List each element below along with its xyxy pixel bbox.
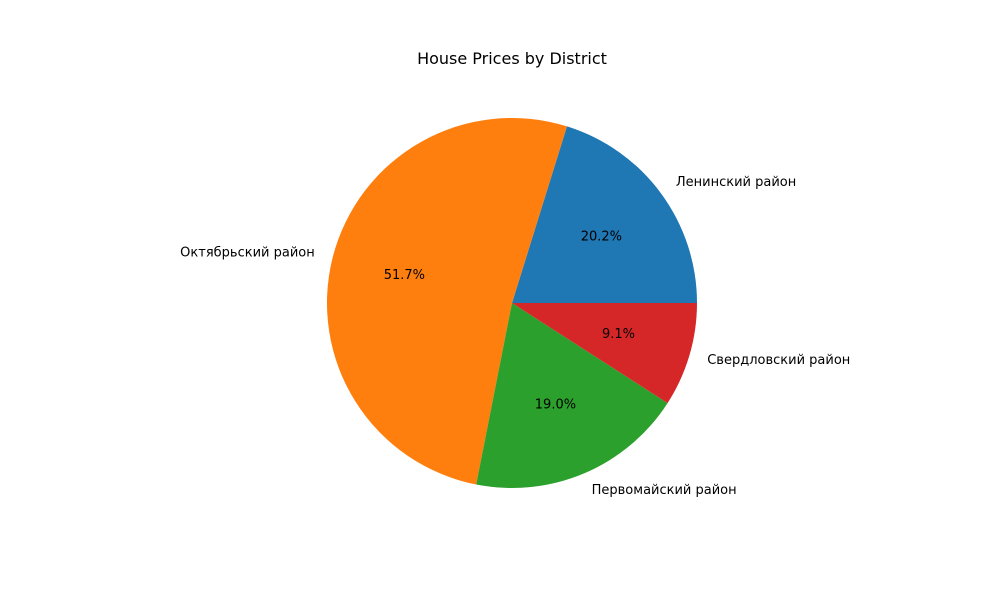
pct-label-2: 51.7% <box>384 268 425 283</box>
slice-2 <box>326 117 567 485</box>
chart-title: House Prices by District <box>417 49 607 68</box>
pct-label-3: 19.0% <box>535 398 576 413</box>
slice-4 <box>512 303 697 404</box>
pie-slices <box>326 117 697 488</box>
slice-1 <box>512 126 697 303</box>
category-label-1: Ленинский район <box>676 175 796 190</box>
category-label-2: Октябрьский район <box>180 246 315 261</box>
category-label-3: Первомайский район <box>592 483 737 498</box>
pct-label-1: 20.2% <box>581 230 622 245</box>
slice-3 <box>476 303 668 488</box>
pie-labels: 20.2% Ленинский район 51.7% Октябрьский рай… <box>180 175 850 498</box>
category-label-4: Свердловский район <box>707 353 850 368</box>
pct-label-4: 9.1% <box>602 327 635 342</box>
